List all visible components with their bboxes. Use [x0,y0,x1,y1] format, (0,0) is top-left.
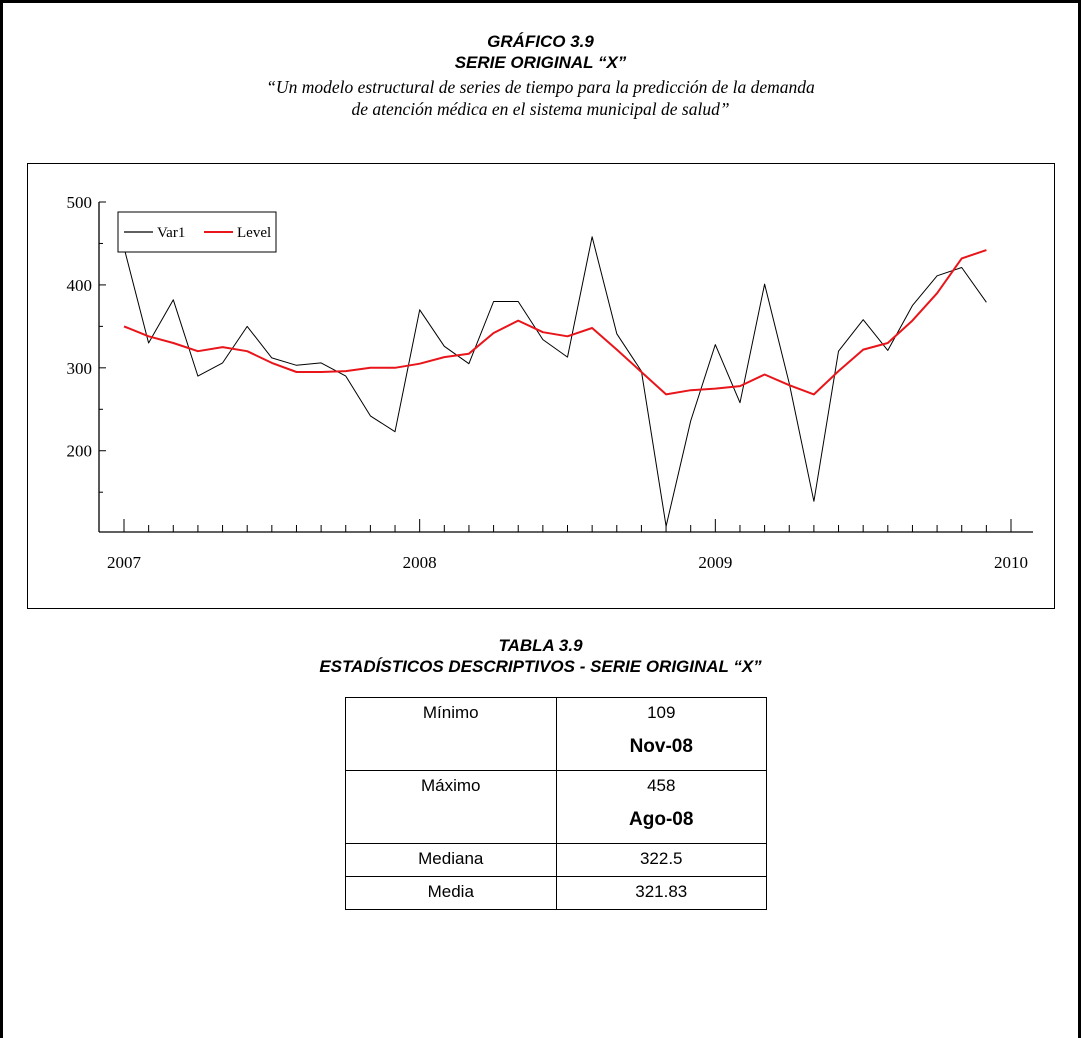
figure-title: SERIE ORIGINAL “X” [454,53,627,72]
y-tick-label: 400 [67,276,93,295]
row-label-min: Mínimo [345,697,557,771]
series-line-level [123,249,987,396]
row-label-median: Mediana [345,843,557,877]
table-row-mean: Media 321.83 [345,876,767,910]
line-chart: 500 400 300 200 2007 2008 2009 2010 Var1 Level [67,193,1033,572]
table-row-min: Mínimo 109 Nov-08 [345,697,767,771]
table-row-median: Mediana 322.5 [345,843,767,877]
y-tick-label: 300 [67,359,93,378]
figure-subtitle-line2: de atención médica en el sistema municip… [351,99,730,119]
table-row-max: Máximo 458 Ago-08 [345,770,767,844]
row-value-min: 109 Nov-08 [555,697,767,771]
y-tick-label: 500 [67,193,93,212]
x-tick-label: 2009 [698,553,732,572]
row-value-max: 458 Ago-08 [555,770,767,844]
table-title: ESTADÍSTICOS DESCRIPTIVOS - SERIE ORIGIN… [319,657,762,676]
x-tick-label: 2007 [107,553,142,572]
x-tick-label: 2008 [403,553,437,572]
row-value-median: 322.5 [555,843,767,877]
figure-subtitle-line1: “Un modelo estructural de series de tiem… [266,77,815,97]
min-date: Nov-08 [629,736,693,757]
legend-label-var1: Var1 [157,225,185,241]
x-tick-label: 2010 [994,553,1028,572]
row-value-mean: 321.83 [555,876,767,910]
row-label-mean: Media [345,876,557,910]
y-tick-label: 200 [67,442,93,461]
chart-container: 500 400 300 200 2007 2008 2009 2010 Var1 Level [27,163,1055,609]
max-date: Ago-08 [629,809,694,830]
legend-label-level: Level [237,225,271,241]
stats-table: Mínimo 109 Nov-08 Máximo 458 Ago-08 Median… [345,697,767,910]
series-line-var1 [123,236,987,527]
table-label: TABLA 3.9 [498,636,583,655]
figure-label: GRÁFICO 3.9 [487,32,594,51]
row-label-max: Máximo [345,770,557,844]
